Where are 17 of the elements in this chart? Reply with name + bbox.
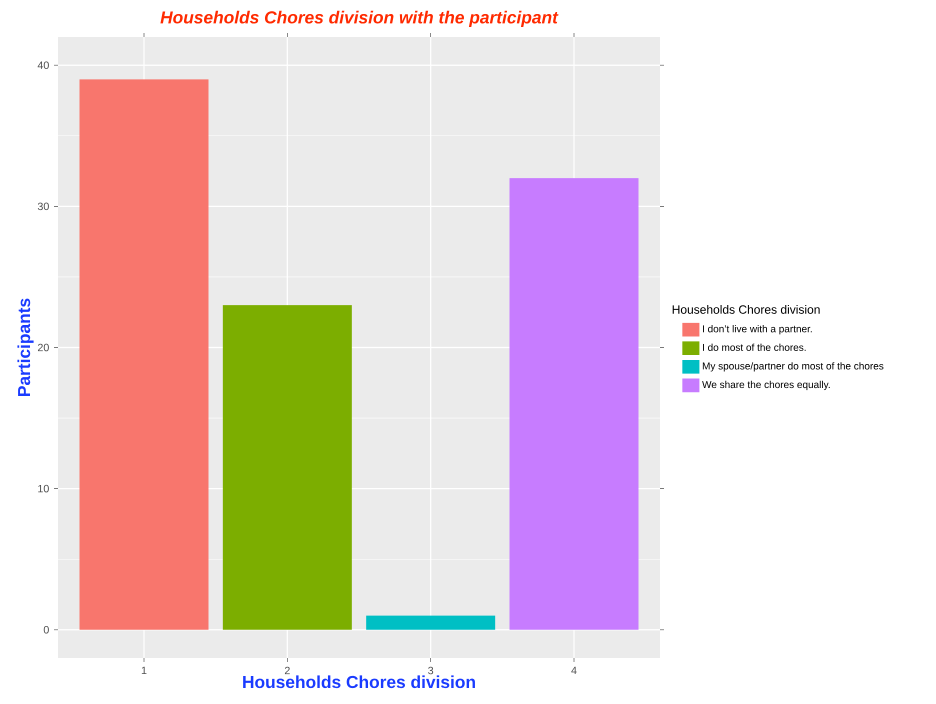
x-tick-label: 2 xyxy=(284,666,290,674)
y-tick-label: 30 xyxy=(38,202,49,210)
y-tick-label: 10 xyxy=(38,484,49,492)
y-tick-label: 20 xyxy=(38,344,49,352)
legend-label: We share the chores equally. xyxy=(702,380,830,390)
y-tick-label: 0 xyxy=(44,626,49,634)
legend-label: My spouse/partner do most of the chores xyxy=(702,362,884,372)
x-tick-label: 3 xyxy=(428,666,434,674)
x-tick-label: 1 xyxy=(142,666,146,674)
y-axis-title: Participants xyxy=(17,298,34,396)
x-axis-title: Households Chores division xyxy=(243,675,475,688)
legend-label: I don’t live with a partner. xyxy=(702,325,812,334)
legend-title: Households Chores division xyxy=(672,304,820,314)
chart-title: Households Chores division with the participant xyxy=(160,10,558,27)
y-tick-label: 40 xyxy=(38,61,49,70)
x-tick-label: 4 xyxy=(571,666,577,674)
legend-label: I do most of the chores. xyxy=(702,344,806,351)
